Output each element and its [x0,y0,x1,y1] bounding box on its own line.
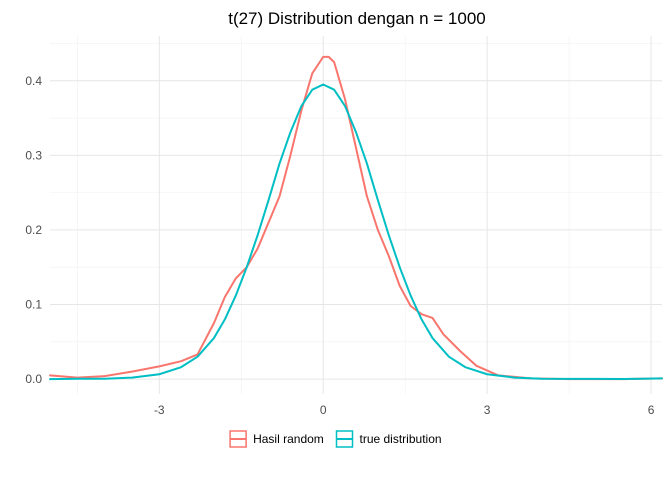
legend-label: Hasil random [253,432,324,446]
legend-key-box [229,430,247,448]
series-line-1 [49,83,663,381]
y-tick-label: 0.3 [25,148,42,162]
y-tick-label: 0.4 [25,74,42,88]
legend: Hasil random true distribution [229,430,442,448]
series-line-0 [49,55,663,381]
legend-item-1: true distribution [335,430,442,448]
x-tick-label: -3 [154,403,165,417]
y-tick-label: 0.1 [25,298,42,312]
legend-label: true distribution [360,432,442,446]
legend-item-0: Hasil random [229,430,324,448]
x-tick-label: 3 [484,403,491,417]
x-tick-label: 0 [320,403,327,417]
y-tick-label: 0.2 [25,223,42,237]
chart-title: t(27) Distribution dengan n = 1000 [228,9,486,28]
series-layer [49,55,663,381]
axis-layer: -3 0 3 6 0.0 0.1 0.2 0.3 0.4 [25,74,654,417]
legend-key-box [335,430,354,448]
grid-layer [50,36,662,394]
y-tick-label: 0.0 [25,372,42,386]
x-tick-label: 6 [648,403,655,417]
